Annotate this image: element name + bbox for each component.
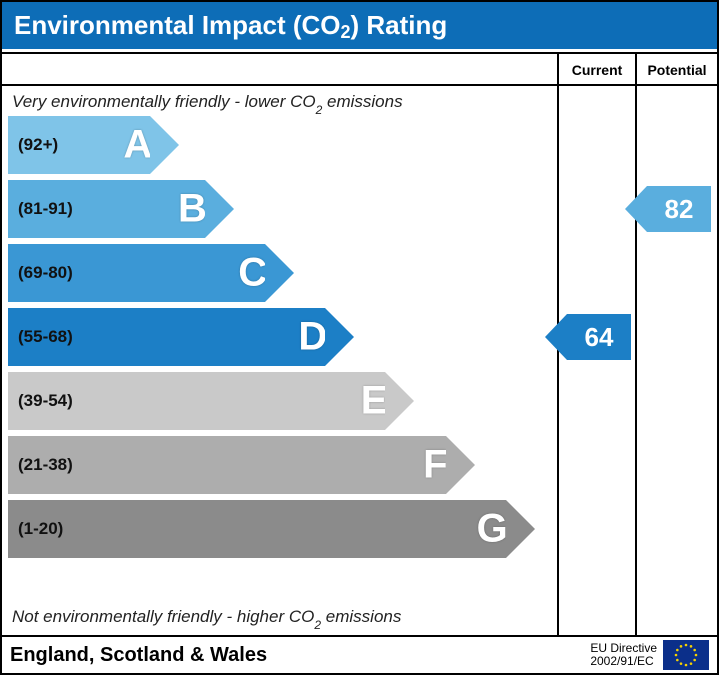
- column-potential: Potential: [637, 54, 717, 635]
- band-letter-b: B: [178, 187, 207, 232]
- band-letter-d: D: [298, 315, 327, 360]
- eu-line2: 2002/91/EC: [590, 655, 657, 668]
- band-range-d: (55-68): [18, 327, 73, 347]
- band-letter-g: G: [477, 507, 508, 552]
- footer-region: England, Scotland & Wales: [10, 644, 267, 667]
- caption-top-suffix: emissions: [322, 92, 402, 111]
- eu-directive-text: EU Directive 2002/91/EC: [590, 642, 657, 668]
- band-bars: (92+) A (81-91) B (69-80) C (55-68) D (39-54) E (2…: [8, 116, 555, 564]
- band-bar-a: (92+) A: [8, 116, 150, 174]
- caption-bot-sub: 2: [314, 618, 321, 632]
- chart-grid: Very environmentally friendly - lower CO…: [2, 52, 717, 635]
- band-bar-e: (39-54) E: [8, 372, 385, 430]
- score-potential: 82: [665, 194, 694, 225]
- band-bar-d: (55-68) D: [8, 308, 325, 366]
- band-range-e: (39-54): [18, 391, 73, 411]
- title-prefix: Environmental Impact (CO: [14, 10, 341, 40]
- title-suffix: ) Rating: [351, 10, 448, 40]
- band-row-d: (55-68) D: [8, 308, 555, 366]
- bars-area: Very environmentally friendly - lower CO…: [2, 54, 557, 635]
- band-range-b: (81-91): [18, 199, 73, 219]
- band-range-a: (92+): [18, 135, 58, 155]
- band-letter-e: E: [361, 379, 388, 424]
- band-letter-c: C: [238, 251, 267, 296]
- band-row-b: (81-91) B: [8, 180, 555, 238]
- header-current: Current: [559, 54, 635, 86]
- arrow-current: 64: [567, 314, 631, 360]
- band-row-a: (92+) A: [8, 116, 555, 174]
- band-letter-a: A: [123, 123, 152, 168]
- bars-header-empty: [2, 54, 557, 86]
- band-letter-f: F: [423, 443, 447, 488]
- caption-bot-prefix: Not environmentally friendly - higher CO: [12, 607, 314, 626]
- caption-top-prefix: Very environmentally friendly - lower CO: [12, 92, 316, 111]
- epc-eir-chart: Environmental Impact (CO2) Rating Very e…: [0, 0, 719, 675]
- band-row-c: (69-80) C: [8, 244, 555, 302]
- band-bar-c: (69-80) C: [8, 244, 265, 302]
- footer-eu: EU Directive 2002/91/EC: [590, 640, 709, 670]
- eu-flag-icon: [663, 640, 709, 670]
- title-bar: Environmental Impact (CO2) Rating: [2, 2, 717, 49]
- band-bar-b: (81-91) B: [8, 180, 205, 238]
- band-row-e: (39-54) E: [8, 372, 555, 430]
- arrow-potential: 82: [647, 186, 711, 232]
- band-range-c: (69-80): [18, 263, 73, 283]
- caption-bot-suffix: emissions: [321, 607, 401, 626]
- band-bar-f: (21-38) F: [8, 436, 446, 494]
- band-row-f: (21-38) F: [8, 436, 555, 494]
- caption-bottom: Not environmentally friendly - higher CO…: [2, 601, 557, 635]
- band-bar-g: (1-20) G: [8, 500, 506, 558]
- footer: England, Scotland & Wales EU Directive 2…: [2, 635, 717, 673]
- score-current: 64: [585, 322, 614, 353]
- title-sub: 2: [341, 22, 351, 42]
- band-range-g: (1-20): [18, 519, 63, 539]
- band-range-f: (21-38): [18, 455, 73, 475]
- header-potential: Potential: [637, 54, 717, 86]
- band-row-g: (1-20) G: [8, 500, 555, 558]
